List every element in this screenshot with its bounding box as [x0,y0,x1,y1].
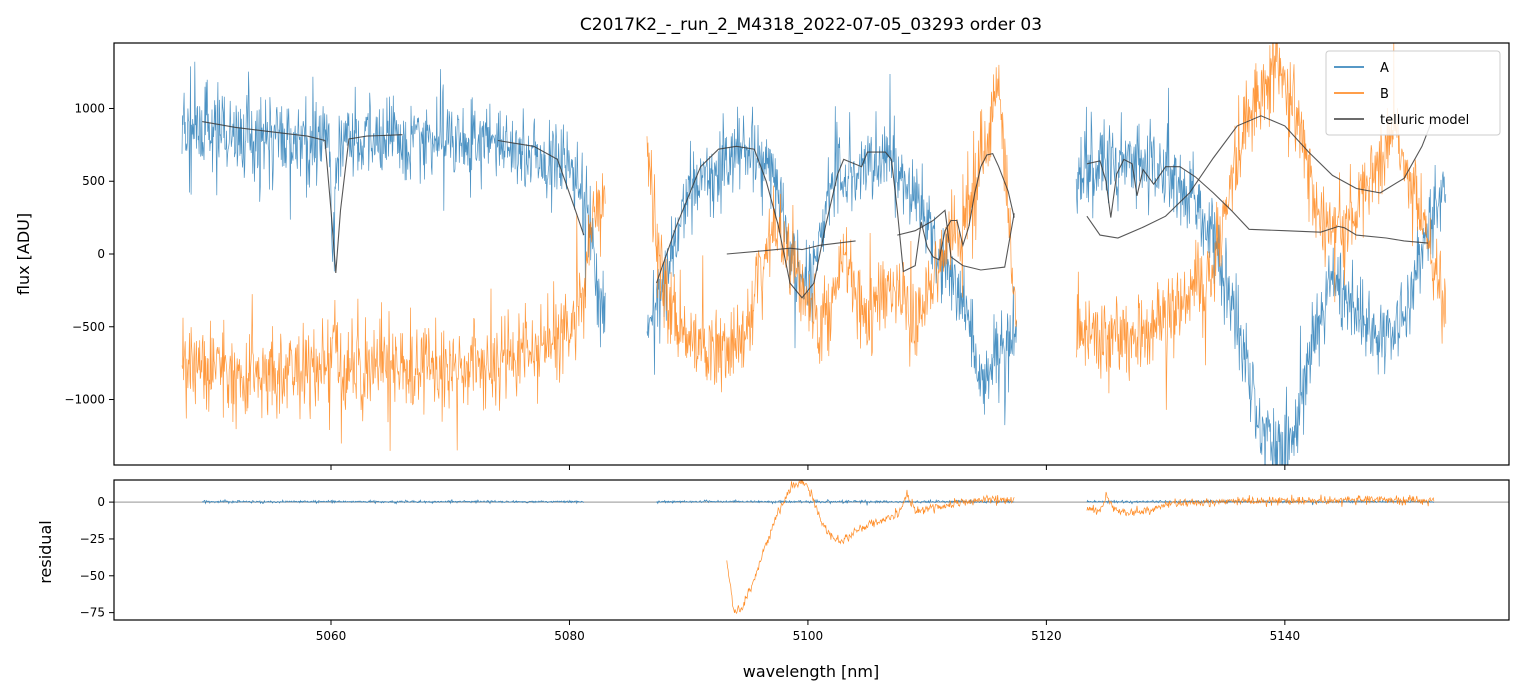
y-tick-label: 0 [97,247,105,261]
residual-b-segment-1 [726,480,1015,615]
series-a-segment-1 [181,61,606,348]
legend-label-telluric: telluric model [1380,113,1469,128]
bottom-series-group [114,480,1509,615]
top-plot-area: −1000 −500 0 500 1000 [64,42,1510,470]
bottom-x-ticks: 5060 5080 5100 5120 5140 [316,620,1300,643]
y-tick-label: 1000 [74,101,105,115]
series-b-segment-1 [181,173,606,451]
legend-label-b: B [1380,87,1389,102]
residual-b-segment-2 [1086,491,1435,517]
y-tick-label: 0 [97,495,105,509]
x-tick-label: 5120 [1031,629,1062,643]
y-tick-label: −500 [72,320,105,334]
bottom-axes-frame [113,479,1510,621]
bottom-y-axis-label: residual [36,520,55,583]
y-tick-label: −25 [80,532,105,546]
series-b-segment-3 [1075,43,1447,410]
x-tick-label: 5140 [1270,629,1301,643]
top-x-ticks [330,465,1286,470]
legend: A B telluric model [1325,50,1501,136]
series-a-segment-3 [1075,87,1447,465]
series-a-segment-2 [646,73,1017,426]
telluric-model-offset-line [726,115,1435,271]
series-b-segment-2 [646,64,1017,393]
residual-a-segment-3 [1086,498,1435,506]
top-y-axis-label: flux [ADU] [14,213,33,295]
y-tick-label: −50 [80,569,105,583]
bottom-plot-area: −75 −50 −25 0 5060 5080 5100 5120 5140 [80,479,1510,643]
residual-a-segment-1 [201,498,585,505]
x-tick-label: 5100 [793,629,824,643]
legend-label-a: A [1380,61,1389,76]
top-series-group [181,43,1447,465]
chart-title: C2017K2_-_run_2_M4318_2022-07-05_03293 o… [580,15,1042,35]
y-tick-label: −75 [80,606,105,620]
x-axis-label: wavelength [nm] [743,662,880,681]
x-tick-label: 5080 [554,629,585,643]
telluric-model-line [202,121,1428,299]
legend-box [1325,50,1501,136]
top-y-ticks: −1000 −500 0 500 1000 [64,101,114,407]
y-tick-label: −1000 [64,393,105,407]
x-tick-label: 5060 [316,629,347,643]
bottom-y-ticks: −75 −50 −25 0 [80,495,114,620]
y-tick-label: 500 [82,174,105,188]
